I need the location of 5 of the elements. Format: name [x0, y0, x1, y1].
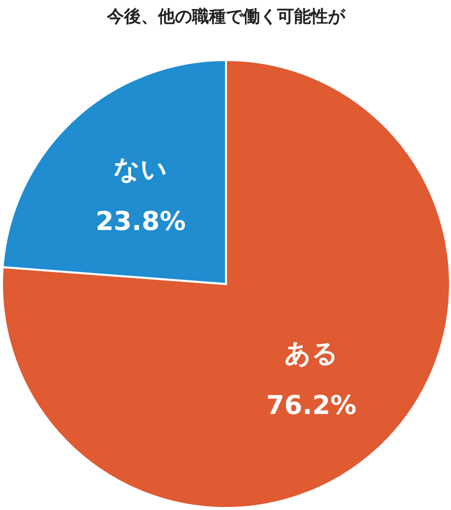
data-label: 76.2% — [266, 390, 356, 421]
chart-title: 今後、他の職種で働く可能性が — [106, 7, 346, 27]
data-label: 23.8% — [96, 207, 186, 238]
slice-label: ない — [114, 155, 168, 186]
slice-label: ある — [284, 338, 338, 369]
